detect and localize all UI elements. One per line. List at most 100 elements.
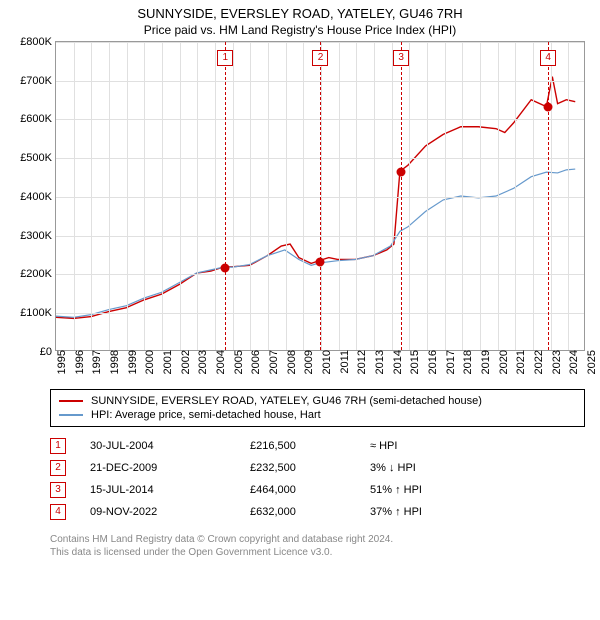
event-price: £232,500 [250,462,370,474]
x-tick-label: 2010 [318,350,333,374]
x-tick-label: 2002 [177,350,192,374]
legend: SUNNYSIDE, EVERSLEY ROAD, YATELEY, GU46 … [50,389,585,427]
event-line [320,42,321,350]
x-tick-label: 2005 [230,350,245,374]
gridline-v [409,42,410,350]
legend-row: HPI: Average price, semi-detached house,… [59,408,576,422]
page-subtitle: Price paid vs. HM Land Registry's House … [0,23,600,41]
gridline-v [480,42,481,350]
event-badge: 4 [50,504,66,520]
event-date: 15-JUL-2014 [66,484,250,496]
gridline-v [551,42,552,350]
gridline-v [286,42,287,350]
event-line [548,42,549,350]
x-tick-label: 2015 [406,350,421,374]
chart-container: £0£100K£200K£300K£400K£500K£600K£700K£80… [5,41,595,351]
gridline-v [427,42,428,350]
x-tick-label: 2013 [371,350,386,374]
gridline-v [374,42,375,350]
x-tick-label: 2006 [247,350,262,374]
event-price: £464,000 [250,484,370,496]
event-diff: 37% ↑ HPI [370,506,490,518]
gridline-v [303,42,304,350]
event-line [225,42,226,350]
y-tick-label: £600K [20,113,56,125]
event-point [397,168,406,177]
event-diff: ≈ HPI [370,440,490,452]
x-tick-label: 2024 [565,350,580,374]
gridline-v [144,42,145,350]
event-row: 130-JUL-2004£216,500≈ HPI [50,435,585,457]
footer-line2: This data is licensed under the Open Gov… [50,546,585,559]
event-row: 221-DEC-2009£232,5003% ↓ HPI [50,457,585,479]
footer: Contains HM Land Registry data © Crown c… [50,533,585,559]
legend-row: SUNNYSIDE, EVERSLEY ROAD, YATELEY, GU46 … [59,394,576,408]
gridline-v [180,42,181,350]
y-tick-label: £800K [20,36,56,48]
legend-label: HPI: Average price, semi-detached house,… [91,409,321,421]
event-marker: 3 [393,50,409,66]
y-tick-label: £700K [20,75,56,87]
event-row: 409-NOV-2022£632,00037% ↑ HPI [50,501,585,523]
x-tick-label: 2009 [300,350,315,374]
y-tick-label: £500K [20,152,56,164]
x-tick-label: 1999 [124,350,139,374]
gridline-v [215,42,216,350]
gridline-v [568,42,569,350]
legend-swatch [59,414,83,416]
gridline-v [445,42,446,350]
gridline-v [127,42,128,350]
x-tick-label: 2025 [583,350,598,374]
x-tick-label: 2007 [265,350,280,374]
x-tick-label: 2000 [141,350,156,374]
event-price: £216,500 [250,440,370,452]
footer-line1: Contains HM Land Registry data © Crown c… [50,533,585,546]
gridline-v [356,42,357,350]
event-marker: 4 [540,50,556,66]
y-tick-label: £200K [20,268,56,280]
events-table: 130-JUL-2004£216,500≈ HPI221-DEC-2009£23… [50,435,585,523]
event-price: £632,000 [250,506,370,518]
legend-label: SUNNYSIDE, EVERSLEY ROAD, YATELEY, GU46 … [91,395,482,407]
gridline-v [197,42,198,350]
x-tick-label: 2023 [548,350,563,374]
y-tick-label: £400K [20,191,56,203]
x-tick-label: 1997 [88,350,103,374]
event-badge: 2 [50,460,66,476]
event-marker: 1 [217,50,233,66]
gridline-v [162,42,163,350]
x-tick-label: 2016 [424,350,439,374]
gridline-v [268,42,269,350]
event-badge: 3 [50,482,66,498]
x-tick-label: 1996 [71,350,86,374]
x-tick-label: 2022 [530,350,545,374]
x-tick-label: 2011 [336,350,351,374]
event-row: 315-JUL-2014£464,00051% ↑ HPI [50,479,585,501]
x-tick-label: 2020 [495,350,510,374]
gridline-v [91,42,92,350]
x-tick-label: 2021 [512,350,527,374]
x-tick-label: 2014 [389,350,404,374]
gridline-v [462,42,463,350]
x-tick-label: 2019 [477,350,492,374]
event-diff: 3% ↓ HPI [370,462,490,474]
x-tick-label: 2018 [459,350,474,374]
gridline-v [392,42,393,350]
event-diff: 51% ↑ HPI [370,484,490,496]
gridline-v [339,42,340,350]
event-point [316,257,325,266]
plot-area: £0£100K£200K£300K£400K£500K£600K£700K£80… [55,41,585,351]
gridline-v [74,42,75,350]
event-marker: 2 [312,50,328,66]
x-tick-label: 2003 [194,350,209,374]
x-tick-label: 2004 [212,350,227,374]
x-tick-label: 1998 [106,350,121,374]
x-tick-label: 2008 [283,350,298,374]
gridline-v [109,42,110,350]
gridline-v [533,42,534,350]
event-badge: 1 [50,438,66,454]
page-title: SUNNYSIDE, EVERSLEY ROAD, YATELEY, GU46 … [0,0,600,23]
y-tick-label: £300K [20,230,56,242]
event-point [221,263,230,272]
gridline-v [233,42,234,350]
